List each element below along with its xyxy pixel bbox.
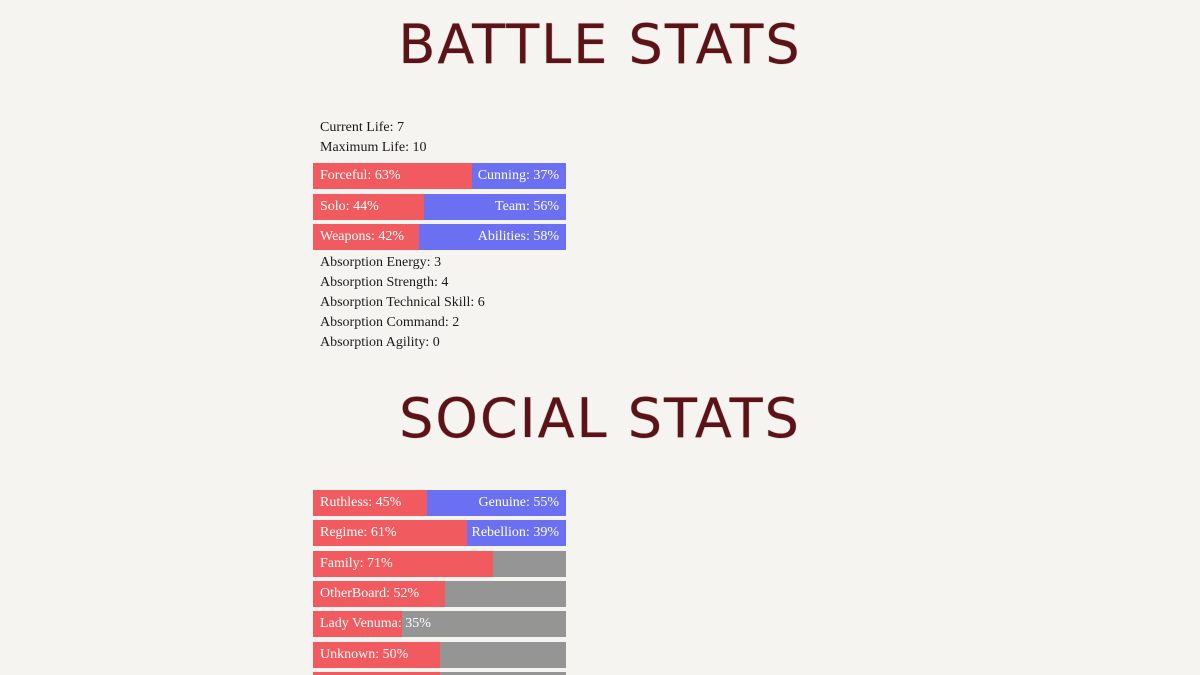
otherboard-empty: [444, 581, 566, 607]
otherboard-fill: [313, 581, 445, 607]
family-fill: [313, 551, 493, 577]
family-label: Family: 71%: [320, 556, 393, 571]
current-life-text: Current Life: 7: [320, 120, 404, 135]
cunning-fill: [472, 163, 566, 189]
solo-fill: [313, 194, 425, 220]
solo-team-bar: Solo: 44% Team: 56%: [313, 194, 566, 220]
ruthless-label: Ruthless: 45%: [320, 495, 402, 510]
team-fill: [424, 194, 566, 220]
regime-label: Regime: 61%: [320, 525, 397, 540]
next-bar-empty: [439, 672, 566, 675]
unknown-label: Unknown: 50%: [320, 647, 409, 662]
family-empty: [492, 551, 566, 577]
regime-rebellion-bar: Regime: 61% Rebellion: 39%: [313, 520, 566, 546]
next-bar-fill: [313, 672, 440, 675]
solo-label: Solo: 44%: [320, 199, 379, 214]
rebellion-fill: [467, 520, 566, 546]
lady-venuma-bar: Lady Venuma: 35%: [313, 611, 566, 637]
team-label: Team: 56%: [495, 199, 559, 214]
next-bar-partial: [313, 672, 566, 675]
abilities-label: Abilities: 58%: [477, 229, 559, 244]
social-stats-title: SOCIAL STATS: [399, 387, 801, 450]
weapons-abilities-bar: Weapons: 42% Abilities: 58%: [313, 224, 566, 250]
battle-stats-title: BATTLE STATS: [398, 13, 802, 76]
rebellion-label: Rebellion: 39%: [471, 525, 560, 540]
lady-venuma-fill: [313, 611, 402, 637]
lady-venuma-label: Lady Venuma: 35%: [320, 616, 431, 631]
cunning-label: Cunning: 37%: [477, 168, 559, 183]
unknown-empty: [439, 642, 566, 668]
maximum-life-text: Maximum Life: 10: [320, 140, 427, 155]
genuine-label: Genuine: 55%: [478, 495, 559, 510]
abilities-fill: [419, 224, 566, 250]
forceful-label: Forceful: 63%: [320, 168, 401, 183]
genuine-fill: [426, 490, 566, 516]
unknown-bar: Unknown: 50%: [313, 642, 566, 668]
lady-venuma-empty: [401, 611, 566, 637]
forceful-cunning-bar: Forceful: 63% Cunning: 37%: [313, 163, 566, 189]
otherboard-label: OtherBoard: 52%: [320, 586, 420, 601]
weapons-fill: [313, 224, 420, 250]
absorption-agility-text: Absorption Agility: 0: [320, 335, 440, 350]
otherboard-bar: OtherBoard: 52%: [313, 581, 566, 607]
absorption-energy-text: Absorption Energy: 3: [320, 255, 442, 270]
regime-fill: [313, 520, 468, 546]
family-bar: Family: 71%: [313, 551, 566, 577]
ruthless-genuine-bar: Ruthless: 45% Genuine: 55%: [313, 490, 566, 516]
unknown-fill: [313, 642, 440, 668]
ruthless-fill: [313, 490, 427, 516]
absorption-strength-text: Absorption Strength: 4: [320, 275, 449, 290]
absorption-technical-skill-text: Absorption Technical Skill: 6: [320, 295, 485, 310]
weapons-label: Weapons: 42%: [320, 229, 405, 244]
forceful-fill: [313, 163, 473, 189]
absorption-command-text: Absorption Command: 2: [320, 315, 460, 330]
